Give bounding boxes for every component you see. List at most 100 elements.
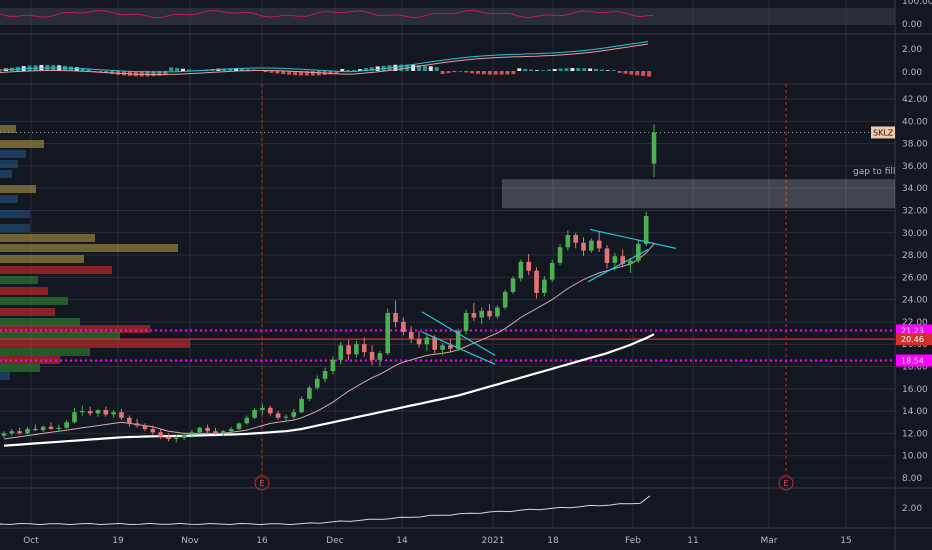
macd-histogram-bar xyxy=(181,68,185,71)
volume-profile-bar xyxy=(0,276,38,284)
macd-histogram-bar xyxy=(334,71,339,74)
macd-histogram-bar xyxy=(434,67,439,71)
macd-histogram-bar xyxy=(481,71,486,75)
x-tick-label: 19 xyxy=(112,536,124,546)
price-tick-label: 12.00 xyxy=(902,429,928,439)
price-tick-label: 30.00 xyxy=(902,229,928,239)
sma-slow-line xyxy=(3,333,655,447)
candle-body xyxy=(189,432,195,435)
macd-histogram-bar xyxy=(269,71,274,73)
macd-histogram-bar xyxy=(369,67,374,71)
macd-histogram-bar xyxy=(440,71,445,75)
candle-body xyxy=(604,248,610,263)
macd-histogram-bar xyxy=(641,71,646,76)
x-tick-label: 11 xyxy=(687,536,698,546)
earnings-marker xyxy=(254,475,270,491)
pattern-trendline xyxy=(421,331,496,365)
volume-profile-bar xyxy=(0,255,84,263)
volume-profile-bar xyxy=(0,297,68,305)
macd-histogram-bar xyxy=(281,71,286,75)
candle-body xyxy=(455,330,461,349)
candle-body xyxy=(9,431,15,434)
volume-profile-bar xyxy=(0,340,190,348)
volume-profile-bar xyxy=(0,150,26,158)
volume-profile-bar xyxy=(0,332,120,340)
volume-profile-bar xyxy=(0,210,30,218)
price-tick-label: 24.00 xyxy=(902,296,928,306)
macd-histogram-bar xyxy=(458,71,463,72)
macd-histogram-bar xyxy=(228,68,233,71)
candle-body xyxy=(393,313,398,322)
macd-histogram-bar xyxy=(358,69,362,71)
macd-histogram-bar xyxy=(104,71,109,74)
symbol-tag-label: SKLZ xyxy=(873,128,894,137)
macd-histogram-bar xyxy=(428,66,433,71)
candle-body xyxy=(628,260,633,264)
macd-histogram-bar xyxy=(363,68,368,71)
candle-body xyxy=(565,234,571,248)
candle-body xyxy=(361,344,367,353)
candle-body xyxy=(322,370,328,379)
candle-body xyxy=(510,278,516,292)
macd-histogram-bar xyxy=(163,71,168,76)
candle-body xyxy=(369,352,375,360)
x-tick-label: 14 xyxy=(396,536,408,546)
candle-body xyxy=(134,423,140,426)
candle-body xyxy=(620,256,625,264)
macd-histogram-bar xyxy=(151,71,156,77)
volume-profile-bar xyxy=(0,287,48,295)
macd-histogram-bar xyxy=(517,68,522,71)
price-tick-label: 18.00 xyxy=(902,363,928,373)
candle-body xyxy=(502,291,508,308)
x-tick-label: Oct xyxy=(23,536,39,546)
price-tick-label: 16.00 xyxy=(902,385,928,395)
candle-body xyxy=(314,378,320,388)
x-tick-label: 18 xyxy=(547,536,559,546)
gap-to-fill-zone xyxy=(502,179,895,209)
macd-tick-label: 0.00 xyxy=(902,68,922,78)
candle-body xyxy=(557,247,563,263)
volume-profile-bar xyxy=(0,325,150,333)
candle-body xyxy=(636,243,641,261)
macd-histogram-bar xyxy=(487,71,492,75)
candle-body xyxy=(260,407,265,411)
price-tick-label: 22.00 xyxy=(902,318,928,328)
x-tick-label: 16 xyxy=(256,536,268,546)
candle-body xyxy=(150,428,156,433)
rsi-pane: 100.00 0.00 xyxy=(0,0,932,30)
x-tick-label: 15 xyxy=(840,536,851,546)
candle-body xyxy=(25,428,30,434)
macd-histogram-bar xyxy=(393,64,398,71)
price-tick-label: 14.00 xyxy=(902,407,928,417)
macd-histogram-bar xyxy=(169,67,174,71)
candle-body xyxy=(534,270,539,293)
price-tick-label: 8.00 xyxy=(902,474,922,484)
macd-histogram-bar xyxy=(304,71,309,76)
x-tick-label: Dec xyxy=(326,536,343,546)
candle-body xyxy=(56,427,62,429)
candle-body xyxy=(33,428,38,431)
macd-histogram-bar xyxy=(558,68,563,71)
macd-histogram-bar xyxy=(529,69,534,71)
macd-histogram-bar xyxy=(399,64,404,71)
candles xyxy=(1,124,657,443)
macd-histogram-bar xyxy=(505,71,510,75)
candle-body xyxy=(549,262,555,280)
moving-averages xyxy=(3,243,655,447)
candle-body xyxy=(596,240,602,249)
pattern-trendline xyxy=(587,248,649,283)
candle-body xyxy=(307,387,312,399)
macd-histogram-bar xyxy=(611,69,616,71)
macd-histogram-bar xyxy=(86,69,91,71)
candle-body xyxy=(1,433,7,436)
volume-profile-bar xyxy=(0,170,12,178)
candle-body xyxy=(440,345,445,350)
candle-body xyxy=(471,313,477,318)
macd-histogram-bar xyxy=(234,68,239,71)
candle-body xyxy=(424,337,430,345)
candle-body xyxy=(581,242,586,251)
macd-histogram-bar xyxy=(74,67,79,71)
candle-body xyxy=(173,437,179,439)
